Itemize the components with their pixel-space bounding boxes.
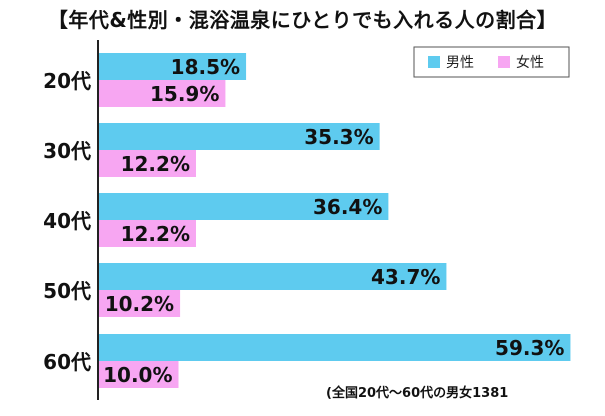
category-label: 30代 [43,139,91,163]
legend-swatch-female [498,56,510,68]
footnote: (全国20代〜60代の男女1381 [326,386,509,401]
bar-male [99,193,389,220]
category-label: 20代 [43,69,91,93]
bar-female [99,290,181,317]
value-label: 12.2% [121,152,190,176]
value-label: 35.3% [304,125,373,149]
legend-swatch-male [428,56,440,68]
value-label: 12.2% [121,222,190,246]
y-axis-line [97,40,99,400]
bar-male [99,123,380,150]
value-label: 59.3% [495,336,564,360]
chart-title: 【年代&性別・混浴温泉にひとりでも入れる人の割合】 [47,8,558,32]
value-label: 18.5% [171,55,240,79]
legend-label: 男性 [446,55,474,71]
value-label: 10.2% [105,292,174,316]
bar-male [99,263,447,290]
bar-female [99,361,179,388]
bar-female [99,150,196,177]
category-label: 40代 [43,209,91,233]
category-label: 60代 [43,350,91,374]
bar-female [99,80,226,107]
bar-male [99,53,247,80]
bar-male [99,334,571,361]
legend-label: 女性 [516,54,544,71]
bar-female [99,220,196,247]
legend: 男性 女性 [413,46,570,78]
value-label: 43.7% [371,265,440,289]
value-label: 15.9% [150,82,219,106]
value-label: 36.4% [313,195,382,219]
category-label: 50代 [43,279,91,303]
value-label: 10.0% [103,363,172,387]
